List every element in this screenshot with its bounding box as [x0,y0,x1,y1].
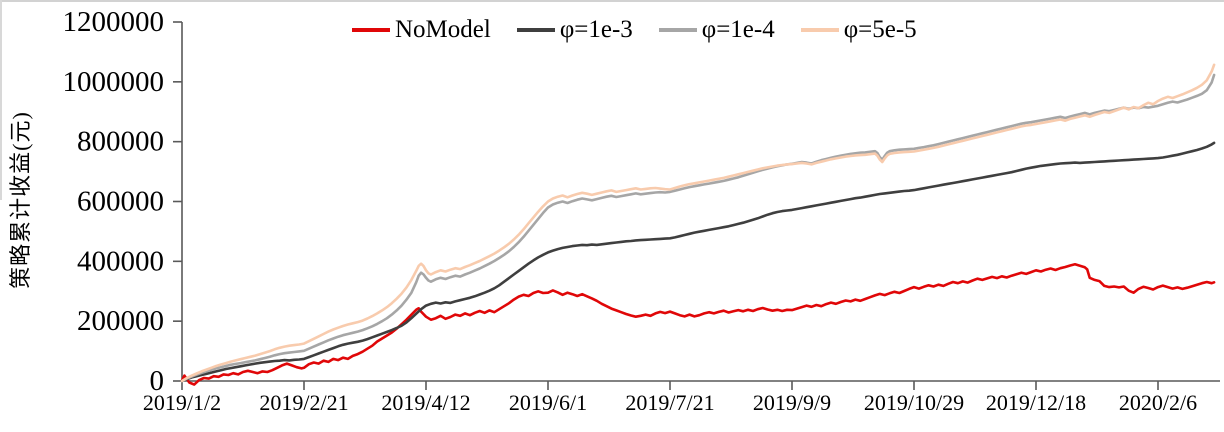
y-tick-label: 400000 [77,245,164,277]
y-tick-label: 0 [150,365,165,397]
legend-swatch-phi-1e-4 [658,28,697,32]
series-line-φ=1e-4 [180,73,1216,383]
legend-swatch-phi-1e-3 [516,28,555,32]
x-tick-label: 2019/12/18 [986,390,1086,415]
y-tick-label: 1200000 [63,6,165,38]
legend-item-phi-1e-3: φ=1e-3 [516,15,633,45]
series-line-φ=5e-5 [180,63,1216,383]
y-tick-label: 600000 [77,186,164,218]
x-tick-label: 2019/4/12 [381,390,470,415]
window-top-border [0,0,1224,2]
x-tick-label: 2019/2/21 [259,390,348,415]
chart-legend: NoModel φ=1e-3 φ=1e-4 φ=5e-5 [352,15,917,45]
legend-item-phi-1e-4: φ=1e-4 [658,15,775,45]
x-tick-label: 2019/6/1 [509,390,587,415]
legend-label-phi-5e-5: φ=5e-5 [843,16,917,43]
series-line-NoModel [180,262,1216,386]
window-left-border [0,0,2,200]
legend-label-nomodel: NoModel [395,16,491,43]
legend-label-phi-1e-4: φ=1e-4 [701,16,775,43]
x-tick-label: 2020/2/6 [1119,390,1197,415]
x-tick-label: 2019/10/29 [864,390,964,415]
legend-swatch-phi-5e-5 [800,28,839,32]
series-line-φ=1e-3 [180,141,1216,383]
x-tick-label: 2019/9/9 [753,390,831,415]
y-tick-label: 1000000 [63,66,165,98]
y-tick-label: 200000 [77,305,164,337]
legend-item-phi-5e-5: φ=5e-5 [800,15,917,45]
legend-swatch-nomodel [352,28,390,32]
y-tick-label: 800000 [77,126,164,158]
x-tick-label: 2019/1/2 [143,390,221,415]
legend-label-phi-1e-3: φ=1e-3 [559,16,633,43]
x-tick-label: 2019/7/21 [625,390,714,415]
legend-item-nomodel: NoModel [352,15,491,45]
